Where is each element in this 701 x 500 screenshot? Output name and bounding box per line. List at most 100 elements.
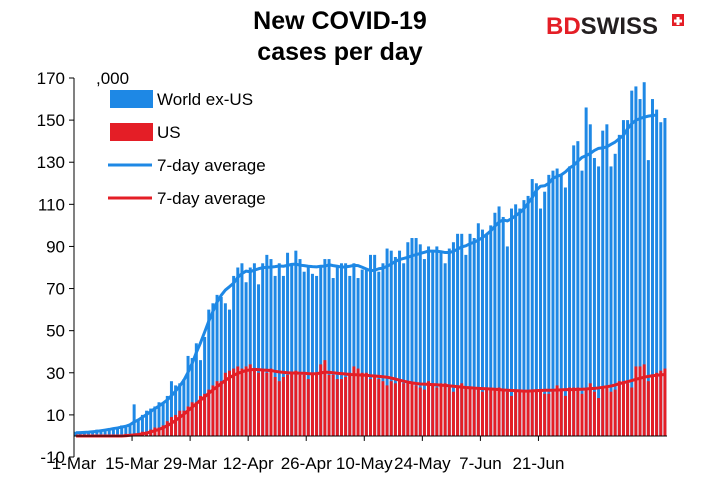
us-bar-138 xyxy=(646,381,650,436)
us-bar-41 xyxy=(244,366,248,436)
world-bar-71 xyxy=(369,254,372,436)
us-bar-117 xyxy=(559,389,563,436)
world-bar-42 xyxy=(248,267,252,436)
world-bar-29 xyxy=(194,343,198,436)
us-bar-53 xyxy=(294,370,298,436)
us-bar-49 xyxy=(277,381,281,436)
us-bar-30 xyxy=(198,395,202,436)
us-bar-74 xyxy=(381,381,385,436)
world-bar-89 xyxy=(443,263,447,436)
world-bar-107 xyxy=(518,208,522,436)
us-bar-126 xyxy=(597,398,601,436)
world-bar-97 xyxy=(476,223,480,436)
chart-title-line-2: cases per day xyxy=(257,38,423,66)
world-bar-11 xyxy=(120,425,124,436)
us-bar-115 xyxy=(551,391,555,436)
world-bar-129 xyxy=(609,166,613,436)
us-bar-78 xyxy=(398,379,402,436)
us-bar-104 xyxy=(505,391,509,436)
y-tick-label-7: 130 xyxy=(37,153,65,172)
us-bar-25 xyxy=(178,410,182,436)
world-bar-91 xyxy=(451,242,455,436)
world-bar-38 xyxy=(232,275,236,436)
world-bar-0 xyxy=(74,431,78,436)
world-bar-39 xyxy=(236,267,240,436)
world-bar-95 xyxy=(468,233,472,436)
us-bar-88 xyxy=(439,383,443,436)
us-bar-31 xyxy=(203,393,207,436)
world-bar-85 xyxy=(427,246,431,436)
world-bar-40 xyxy=(240,263,244,436)
world-bar-101 xyxy=(493,212,497,436)
us-bar-123 xyxy=(584,389,588,436)
x-tick-label-2: 29-Mar xyxy=(163,454,217,473)
us-bar-29 xyxy=(194,402,198,436)
world-bar-110 xyxy=(530,179,534,436)
world-bar-26 xyxy=(182,379,186,436)
us-bar-45 xyxy=(261,370,265,436)
us-bar-87 xyxy=(435,387,439,436)
world-bar-3 xyxy=(87,431,91,436)
world-bar-34 xyxy=(215,294,219,436)
world-bar-105 xyxy=(510,208,513,436)
us-bar-118 xyxy=(563,395,567,436)
us-bar-21 xyxy=(161,425,165,436)
world-bar-75 xyxy=(385,248,389,436)
us-bar-63 xyxy=(335,379,339,436)
us-bar-22 xyxy=(165,421,169,436)
world-bar-41 xyxy=(244,282,248,436)
world-bar-109 xyxy=(526,195,530,436)
us-bar-131 xyxy=(617,381,621,436)
us-bar-54 xyxy=(298,374,302,436)
world-bar-28 xyxy=(190,358,194,436)
us-bar-35 xyxy=(219,381,223,436)
us-bar-38 xyxy=(232,368,236,436)
world-bar-58 xyxy=(315,275,319,436)
us-bar-52 xyxy=(290,372,294,436)
us-bar-127 xyxy=(601,387,605,436)
us-bar-94 xyxy=(464,387,468,436)
world-bar-72 xyxy=(373,254,377,436)
world-bar-33 xyxy=(211,303,215,436)
world-bar-67 xyxy=(352,263,356,436)
us-bar-116 xyxy=(555,385,559,436)
world-bar-79 xyxy=(402,263,406,436)
world-bar-32 xyxy=(207,309,211,436)
world-bar-142 xyxy=(663,118,667,436)
chart-title: New COVID-19 cases per day xyxy=(230,6,450,68)
us-bar-72 xyxy=(373,376,377,436)
us-bar-121 xyxy=(576,387,580,436)
world-bar-13 xyxy=(128,425,132,436)
x-tick-label-3: 12-Apr xyxy=(223,454,274,473)
world-bar-17 xyxy=(145,410,149,436)
world-bar-47 xyxy=(269,259,273,436)
world-bar-81 xyxy=(410,238,414,436)
y-tick-label-4: 70 xyxy=(46,280,65,299)
us-bar-75 xyxy=(385,385,389,436)
us-bar-102 xyxy=(497,387,501,436)
world-bar-94 xyxy=(464,254,468,436)
us-average-line xyxy=(76,367,666,438)
us-bar-64 xyxy=(339,379,343,436)
world-bar-124 xyxy=(588,124,592,436)
world-bar-7 xyxy=(103,429,107,436)
world-bar-14 xyxy=(132,404,136,436)
us-bar-80 xyxy=(406,383,410,436)
us-bar-65 xyxy=(344,376,348,436)
world-bar-98 xyxy=(480,229,484,436)
us-bar-109 xyxy=(526,391,530,436)
us-bar-130 xyxy=(613,389,617,436)
us-bar-128 xyxy=(605,387,609,436)
world-bar-120 xyxy=(572,145,576,436)
us-bar-135 xyxy=(634,366,638,436)
us-bar-76 xyxy=(389,381,393,436)
y-tick-label-3: 50 xyxy=(46,322,65,341)
world-bar-44 xyxy=(257,284,261,436)
legend-swatch-0 xyxy=(110,90,153,108)
us-bar-84 xyxy=(422,389,426,436)
world-bar-43 xyxy=(252,263,256,436)
world-bar-93 xyxy=(460,233,464,436)
us-bar-44 xyxy=(257,372,261,436)
world-bar-88 xyxy=(439,250,443,436)
